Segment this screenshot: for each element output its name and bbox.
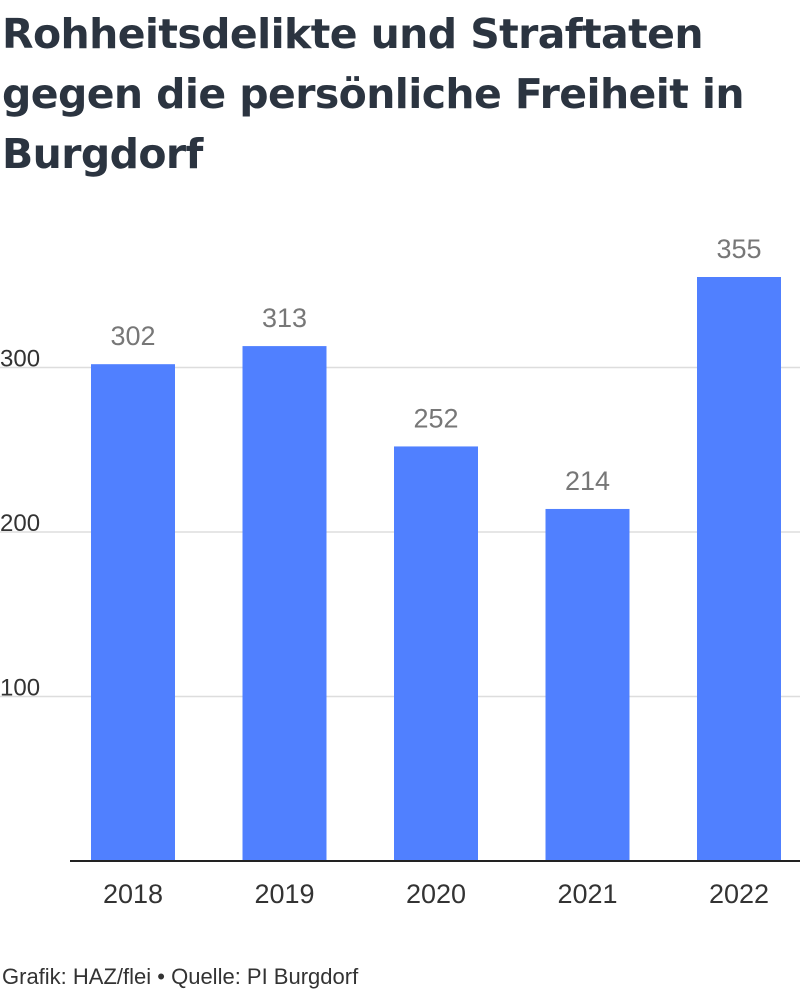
chart-footer: Grafik: HAZ/flei • Quelle: PI Burgdorf [2,964,358,990]
separator-dot: • [157,964,165,989]
x-tick-label-2020: 2020 [406,879,466,909]
bar-2022 [697,277,781,861]
bar-2020 [394,446,478,861]
x-tick-label-2021: 2021 [557,879,617,909]
value-label-2021: 214 [565,466,610,496]
value-label-2019: 313 [262,303,307,333]
bar-2018 [91,364,175,861]
x-tick-label-2019: 2019 [254,879,314,909]
bar-2021 [545,508,630,861]
value-label-2018: 302 [110,321,155,351]
credit-text: Grafik: HAZ/flei [2,964,152,989]
y-axis-tick-labels: 100 200 300 [0,345,40,701]
bar-2019 [242,346,327,861]
y-tick-label-200: 200 [0,510,40,537]
y-tick-label-100: 100 [0,674,40,701]
bar-value-labels: 302 313 252 214 355 [110,234,761,496]
source-text: Quelle: PI Burgdorf [171,964,359,989]
bars [91,277,781,861]
x-axis-tick-labels: 2018 2019 2020 2021 2022 [103,879,769,909]
y-tick-label-300: 300 [0,345,40,372]
value-label-2022: 355 [716,234,761,264]
chart-title: Rohheitsdelikte und Straftaten gegen die… [2,10,745,178]
x-tick-label-2022: 2022 [709,879,769,909]
x-tick-label-2018: 2018 [103,879,163,909]
value-label-2020: 252 [413,403,458,433]
